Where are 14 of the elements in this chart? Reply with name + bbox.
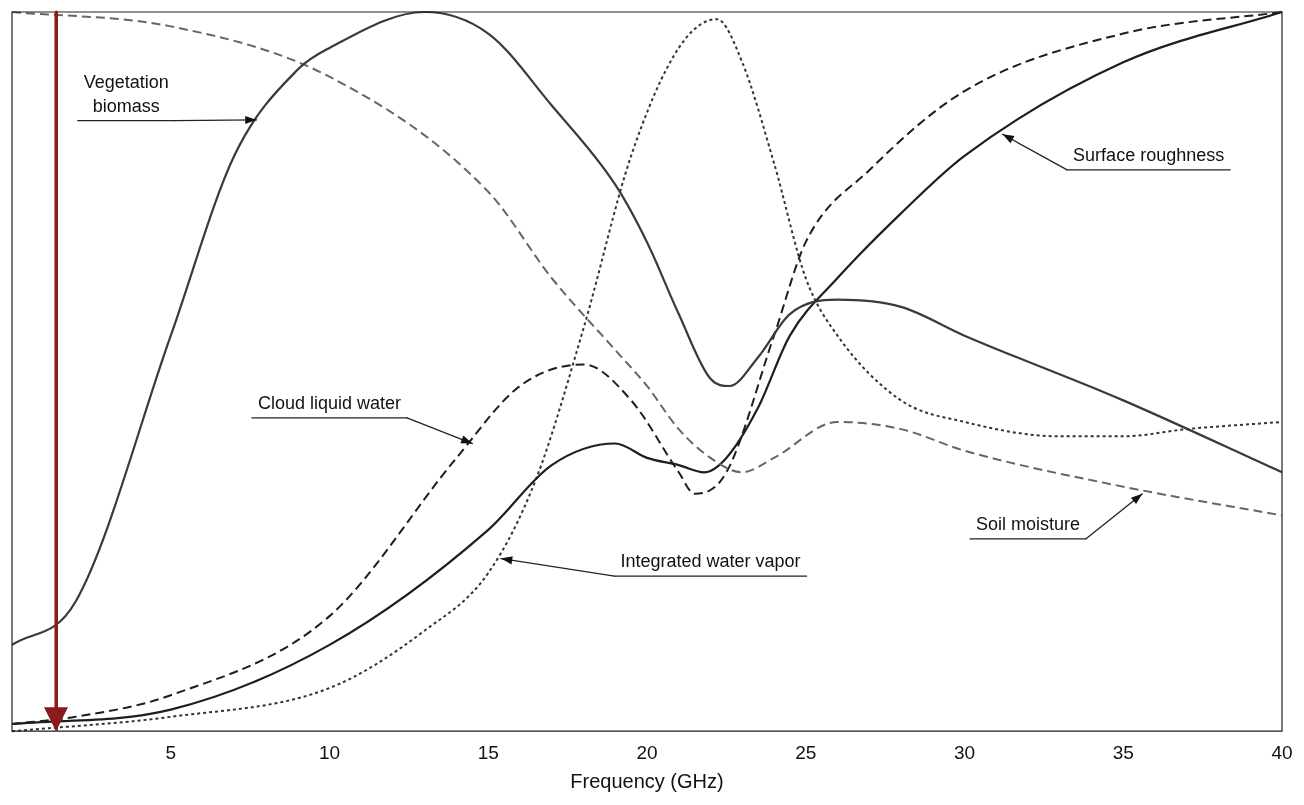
x-tick-label: 20 (636, 741, 658, 763)
x-tick-label: 10 (318, 741, 341, 763)
x-tick-label: 30 (953, 741, 976, 763)
x-axis-title: Frequency (GHz) (570, 769, 724, 792)
x-tick-label: 5 (165, 741, 177, 763)
x-tick-label: 15 (477, 741, 499, 763)
annotation: Surface roughness (1073, 144, 1225, 165)
x-tick-label: 25 (795, 741, 817, 763)
annotation: Integrated water vapor (620, 551, 801, 572)
annotation: Soil moisture (975, 513, 1081, 534)
x-tick-label: 40 (1271, 741, 1293, 763)
annotation: Cloud liquid water (257, 392, 402, 413)
annotation: Vegetation biomass (83, 71, 169, 116)
x-tick-label: 35 (1112, 741, 1134, 763)
